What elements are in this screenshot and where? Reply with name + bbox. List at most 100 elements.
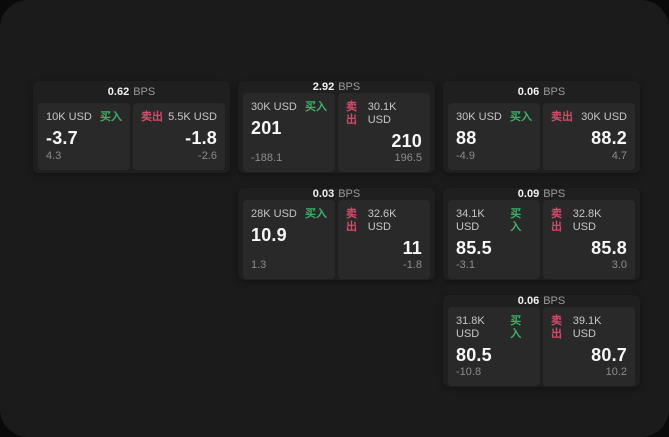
bps-value: 0.03 [312, 188, 335, 200]
sell-amount: 39.1K USD [572, 315, 602, 340]
buy-amount: 31.8K USD [456, 315, 485, 340]
buy-panel-header: 10K USD 买入 [46, 111, 122, 124]
card-header: 2.92 BPS [243, 81, 430, 93]
sell-label: 卖出 [551, 315, 562, 340]
buy-label: 买入 [100, 111, 122, 123]
buy-sell-panels: 28K USD 买入 10.9 1.3 卖出 32.6K USD 11 -1.8 [243, 200, 430, 279]
buy-price: 10.9 [251, 225, 287, 245]
buy-sub-value: -188.1 [251, 152, 283, 164]
buy-panel[interactable]: 28K USD 买入 10.9 1.3 [243, 200, 335, 279]
sell-amount: 32.6K USD [367, 208, 397, 233]
sell-label: 卖出 [346, 208, 357, 233]
quote-cards-grid: 0.62 BPS 10K USD 买入 -3.7 4.3 卖出 5.5K USD… [33, 81, 640, 387]
sell-sub-value: 3.0 [611, 259, 627, 271]
bps-unit-label: BPS [133, 86, 156, 98]
buy-sub-value: -3.1 [456, 259, 475, 271]
card-header: 0.06 BPS [448, 295, 635, 307]
buy-panel[interactable]: 34.1K USD 买入 85.5 -3.1 [448, 200, 540, 279]
sell-price: -1.8 [185, 128, 217, 148]
sell-price: 80.7 [591, 345, 627, 365]
buy-panel[interactable]: 30K USD 买入 88 -4.9 [448, 103, 540, 170]
sell-sub-value: -1.8 [403, 259, 422, 271]
buy-sub-value: 4.3 [46, 150, 62, 162]
sell-panel-header: 卖出 30.1K USD [346, 101, 422, 127]
buy-label: 买入 [510, 111, 532, 123]
quote-card: 0.06 BPS 31.8K USD 买入 80.5 -10.8 卖出 39.1… [443, 295, 640, 387]
bps-unit-label: BPS [543, 295, 566, 307]
buy-price: -3.7 [46, 128, 78, 148]
bps-unit-label: BPS [543, 86, 566, 98]
buy-sub-value: 1.3 [251, 259, 267, 271]
quote-card: 0.09 BPS 34.1K USD 买入 85.5 -3.1 卖出 32.8K… [443, 188, 640, 280]
quote-card: 0.06 BPS 30K USD 买入 88 -4.9 卖出 30K USD 8… [443, 81, 640, 173]
quote-card: 0.03 BPS 28K USD 买入 10.9 1.3 卖出 32.6K US… [238, 188, 435, 280]
buy-price: 201 [251, 118, 282, 138]
buy-panel-header: 28K USD 买入 [251, 208, 327, 221]
sell-amount: 5.5K USD [168, 111, 217, 123]
buy-sub-value: -4.9 [456, 150, 475, 162]
buy-panel[interactable]: 30K USD 买入 201 -188.1 [243, 93, 335, 172]
bps-value: 0.06 [517, 295, 540, 307]
buy-panel[interactable]: 10K USD 买入 -3.7 4.3 [38, 103, 130, 170]
buy-label: 买入 [305, 101, 327, 113]
sell-panel-header: 卖出 32.6K USD [346, 208, 422, 234]
bps-unit-label: BPS [338, 188, 361, 200]
buy-sell-panels: 34.1K USD 买入 85.5 -3.1 卖出 32.8K USD 85.8… [448, 200, 635, 279]
sell-panel[interactable]: 卖出 30K USD 88.2 4.7 [543, 103, 635, 170]
sell-panel[interactable]: 卖出 30.1K USD 210 196.5 [338, 93, 430, 172]
sell-panel[interactable]: 卖出 32.6K USD 11 -1.8 [338, 200, 430, 279]
buy-panel-header: 31.8K USD 买入 [456, 315, 532, 341]
buy-panel-header: 30K USD 买入 [456, 111, 532, 124]
bps-value: 2.92 [312, 81, 335, 93]
quote-card: 0.62 BPS 10K USD 买入 -3.7 4.3 卖出 5.5K USD… [33, 81, 230, 173]
buy-label: 买入 [510, 208, 522, 233]
buy-sell-panels: 31.8K USD 买入 80.5 -10.8 卖出 39.1K USD 80.… [448, 307, 635, 386]
sell-sub-value: 4.7 [611, 150, 627, 162]
sell-price: 210 [391, 131, 422, 151]
buy-price: 85.5 [456, 238, 492, 258]
buy-sell-panels: 30K USD 买入 88 -4.9 卖出 30K USD 88.2 4.7 [448, 103, 635, 170]
quote-card: 2.92 BPS 30K USD 买入 201 -188.1 卖出 30.1K … [238, 81, 435, 173]
sell-price: 85.8 [591, 238, 627, 258]
buy-sub-value: -10.8 [456, 366, 482, 378]
sell-panel[interactable]: 卖出 39.1K USD 80.7 10.2 [543, 307, 635, 386]
sell-price: 11 [402, 238, 422, 258]
sell-label: 卖出 [551, 111, 573, 123]
buy-panel-header: 34.1K USD 买入 [456, 208, 532, 234]
sell-amount: 30.1K USD [367, 101, 397, 126]
buy-amount: 34.1K USD [456, 208, 485, 233]
sell-panel-header: 卖出 39.1K USD [551, 315, 627, 341]
buy-sell-panels: 10K USD 买入 -3.7 4.3 卖出 5.5K USD -1.8 -2.… [38, 103, 225, 170]
buy-amount: 28K USD [251, 208, 297, 220]
card-header: 0.06 BPS [448, 81, 635, 103]
buy-panel-header: 30K USD 买入 [251, 101, 327, 114]
buy-price: 80.5 [456, 345, 492, 365]
sell-panel[interactable]: 卖出 32.8K USD 85.8 3.0 [543, 200, 635, 279]
sell-panel-header: 卖出 30K USD [551, 111, 627, 124]
sell-sub-value: 196.5 [394, 152, 422, 164]
sell-label: 卖出 [141, 111, 163, 123]
buy-amount: 30K USD [251, 101, 297, 113]
bps-unit-label: BPS [543, 188, 566, 200]
buy-panel[interactable]: 31.8K USD 买入 80.5 -10.8 [448, 307, 540, 386]
sell-panel-header: 卖出 5.5K USD [141, 111, 217, 124]
bps-value: 0.62 [107, 86, 130, 98]
buy-amount: 30K USD [456, 111, 502, 123]
sell-panel-header: 卖出 32.8K USD [551, 208, 627, 234]
card-header: 0.62 BPS [38, 81, 225, 103]
buy-price: 88 [456, 128, 477, 148]
card-header: 0.09 BPS [448, 188, 635, 200]
sell-label: 卖出 [551, 208, 562, 233]
buy-sell-panels: 30K USD 买入 201 -188.1 卖出 30.1K USD 210 1… [243, 93, 430, 172]
card-header: 0.03 BPS [243, 188, 430, 200]
sell-panel[interactable]: 卖出 5.5K USD -1.8 -2.6 [133, 103, 225, 170]
bps-value: 0.06 [517, 86, 540, 98]
sell-amount: 32.8K USD [572, 208, 602, 233]
sell-amount: 30K USD [581, 111, 627, 123]
bps-value: 0.09 [517, 188, 540, 200]
buy-label: 买入 [305, 208, 327, 220]
sell-price: 88.2 [591, 128, 627, 148]
bps-unit-label: BPS [338, 81, 361, 93]
sell-label: 卖出 [346, 101, 357, 126]
